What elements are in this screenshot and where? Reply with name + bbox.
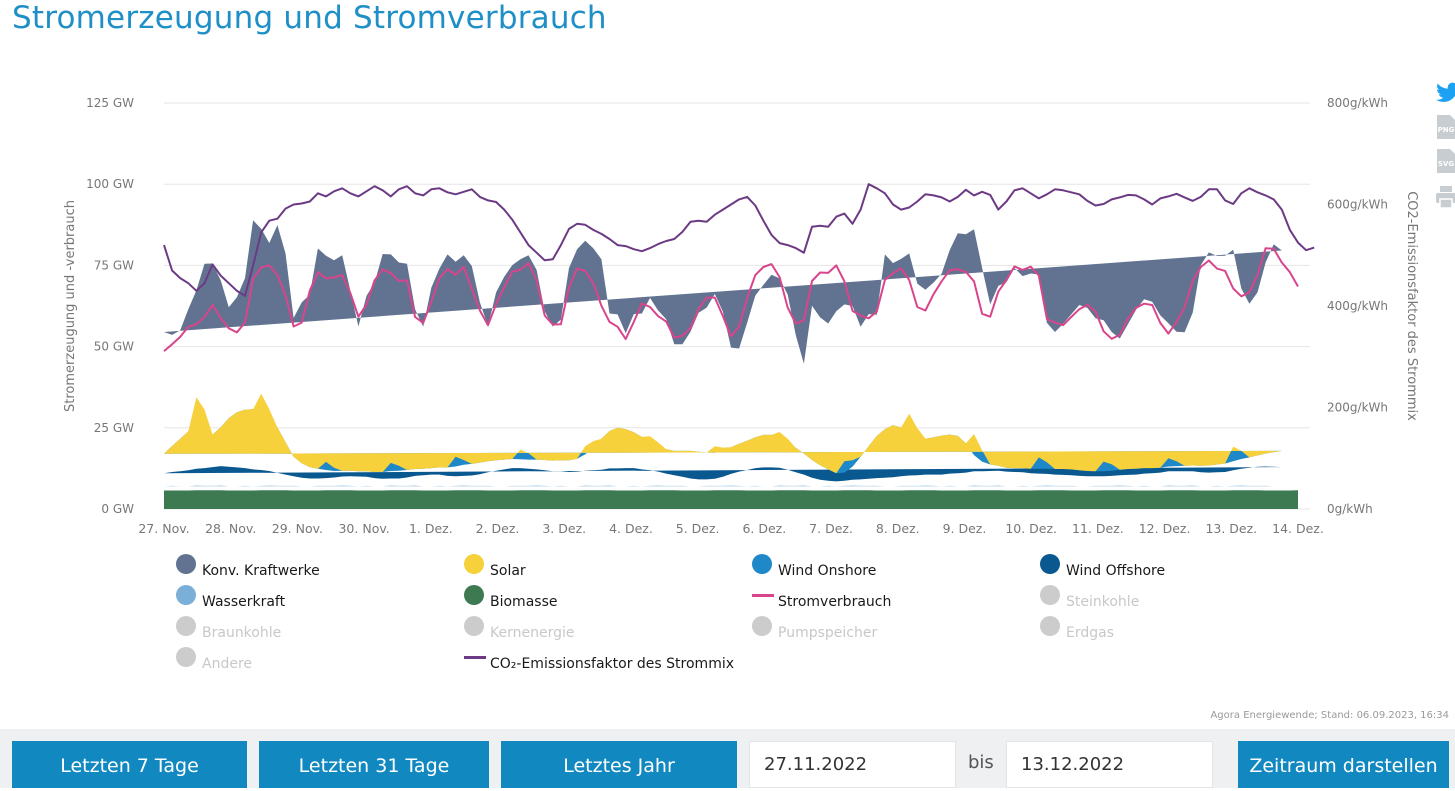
x-tick-label: 9. Dez. <box>943 521 987 536</box>
show-range-button[interactable]: Zeitraum darstellen <box>1238 741 1449 788</box>
legend-item-pumpspeicher[interactable]: Pumpspeicher <box>752 616 878 642</box>
legend-label: Konv. Kraftwerke <box>202 563 320 579</box>
x-tick-label: 29. Nov. <box>272 521 323 536</box>
legend-item-wasserkraft[interactable]: Wasserkraft <box>176 585 286 611</box>
legend-item-solar[interactable]: Solar <box>464 554 526 580</box>
area-solar <box>164 393 1282 474</box>
y-tick-label: 100 GW <box>86 177 134 191</box>
y2-tick-label: 0g/kWh <box>1327 502 1373 516</box>
y-tick-label: 75 GW <box>94 258 134 272</box>
legend-label: CO₂-Emissionsfaktor des Strommix <box>490 656 735 672</box>
area-wasserkraft <box>164 485 1282 487</box>
last-31-days-button[interactable]: Letzten 31 Tage <box>259 741 489 788</box>
date-to-input[interactable] <box>1006 741 1213 788</box>
legend-item-kernenergie[interactable]: Kernenergie <box>464 616 575 642</box>
png-label: PNG <box>1438 126 1455 134</box>
legend-line-marker <box>752 593 774 597</box>
last-year-button[interactable]: Letztes Jahr <box>501 741 737 788</box>
legend-label: Wind Onshore <box>778 563 877 579</box>
area-konv-kraftwerke <box>164 220 1282 364</box>
svg-label: SVG <box>1438 160 1454 168</box>
y2-tick-label: 600g/kWh <box>1327 198 1388 212</box>
source-note: Agora Energiewende; Stand: 06.09.2023, 1… <box>1210 710 1449 721</box>
legend-label: Pumpspeicher <box>778 625 878 641</box>
y2-tick-label: 200g/kWh <box>1327 401 1388 415</box>
legend-item-braunkohle[interactable]: Braunkohle <box>176 616 282 642</box>
print-icon[interactable] <box>1435 184 1455 210</box>
x-tick-label: 14. Dez. <box>1272 521 1324 536</box>
consumption-line <box>163 247 1299 352</box>
last-7-days-button[interactable]: Letzten 7 Tage <box>12 741 247 788</box>
area-wind-offshore <box>164 466 1282 482</box>
legend-dot-marker <box>176 585 196 605</box>
x-tick-label: 27. Nov. <box>138 521 189 536</box>
x-tick-label: 4. Dez. <box>609 521 653 536</box>
x-tick-label: 10. Dez. <box>1005 521 1057 536</box>
legend-item-stromverbrauch[interactable]: Stromverbrauch <box>752 587 891 611</box>
legend-label: Erdgas <box>1066 625 1115 641</box>
x-tick-label: 11. Dez. <box>1072 521 1124 536</box>
twitter-icon[interactable] <box>1435 80 1455 106</box>
legend-item-wind-onshore[interactable]: Wind Onshore <box>752 554 877 580</box>
legend-label: Solar <box>490 563 526 579</box>
y-tick-label: 50 GW <box>94 340 134 354</box>
legend-dot-marker <box>1040 554 1060 574</box>
legend-line-marker <box>464 655 486 659</box>
legend-label: Biomasse <box>490 594 558 610</box>
legend-label: Stromverbrauch <box>778 594 892 610</box>
x-tick-label: 28. Nov. <box>205 521 256 536</box>
svg-export-icon[interactable]: SVG <box>1435 148 1455 174</box>
x-tick-label: 30. Nov. <box>338 521 389 536</box>
x-tick-label: 13. Dez. <box>1205 521 1257 536</box>
legend-label: Braunkohle <box>202 625 282 641</box>
x-tick-label: 5. Dez. <box>676 521 720 536</box>
legend-item-erdgas[interactable]: Erdgas <box>1040 616 1115 642</box>
x-tick-label: 12. Dez. <box>1139 521 1191 536</box>
co2-line <box>163 183 1315 297</box>
x-tick-label: 1. Dez. <box>409 521 453 536</box>
y-axis-label: Stromerzeugung und -verbrauch <box>63 200 78 412</box>
legend-dot-marker <box>464 616 484 636</box>
legend-label: Steinkohle <box>1066 594 1140 610</box>
x-tick-label: 6. Dez. <box>742 521 786 536</box>
legend-dot-marker <box>176 616 196 636</box>
energy-chart: 0 GW 25 GW 50 GW 75 GW 100 GW 125 GW 0g/kWh 200… <box>63 96 1419 536</box>
legend-item-konv-kraftwerke[interactable]: Konv. Kraftwerke <box>176 554 320 580</box>
legend-dot-marker <box>1040 616 1060 636</box>
area-biomasse <box>164 490 1298 509</box>
legend-dot-marker <box>464 585 484 605</box>
legend-dot-marker <box>176 554 196 574</box>
legend-label: Andere <box>202 656 253 672</box>
legend-item-biomasse[interactable]: Biomasse <box>464 585 558 611</box>
legend-dot-marker <box>752 616 772 636</box>
page-title: Stromerzeugung und Stromverbrauch <box>12 0 607 36</box>
legend-dot-marker <box>1040 585 1060 605</box>
x-tick-label: 7. Dez. <box>809 521 853 536</box>
png-export-icon[interactable]: PNG <box>1435 114 1455 140</box>
legend-label: Wind Offshore <box>1066 563 1166 579</box>
legend-dot-marker <box>176 647 196 667</box>
x-tick-label: 3. Dez. <box>542 521 586 536</box>
legend-label: Kernenergie <box>490 625 575 641</box>
y-tick-label: 0 GW <box>101 502 134 516</box>
y2-tick-label: 800g/kWh <box>1327 96 1388 110</box>
legend-item-co-emissionsfaktor-des-strommix[interactable]: CO₂-Emissionsfaktor des Strommix <box>464 649 734 673</box>
chart-legend: Konv. Kraftwerke Solar Wind Onshore Wind Of… <box>176 554 1306 681</box>
y-tick-label: 125 GW <box>86 96 134 110</box>
bis-label: bis <box>968 752 994 773</box>
legend-dot-marker <box>464 554 484 574</box>
legend-dot-marker <box>752 554 772 574</box>
x-tick-label: 8. Dez. <box>876 521 920 536</box>
date-from-input[interactable] <box>749 741 956 788</box>
legend-item-steinkohle[interactable]: Steinkohle <box>1040 585 1140 611</box>
y-tick-label: 25 GW <box>94 421 134 435</box>
legend-label: Wasserkraft <box>202 594 286 610</box>
x-tick-label: 2. Dez. <box>476 521 520 536</box>
legend-item-andere[interactable]: Andere <box>176 647 253 673</box>
legend-item-wind-offshore[interactable]: Wind Offshore <box>1040 554 1166 580</box>
y2-tick-label: 400g/kWh <box>1327 299 1388 313</box>
y2-axis-label: CO2-Emissionsfaktor des Strommix <box>1404 191 1419 421</box>
